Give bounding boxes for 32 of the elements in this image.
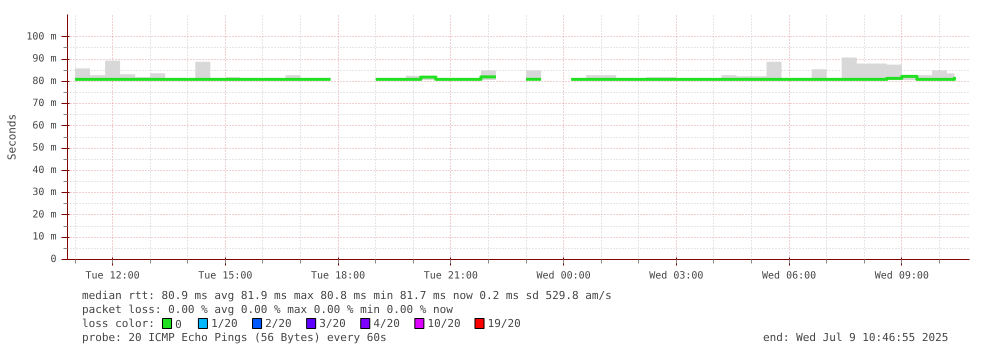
y-tick-label: 40 m: [32, 164, 57, 176]
text: end: Wed Jul 9 10:46:55 2025: [762, 331, 948, 344]
legend-label: 1/20: [211, 317, 238, 330]
legend-label: 2/20: [265, 317, 292, 330]
y-tick-label: 80 m: [32, 76, 57, 87]
y-tick-label: 100 m: [26, 31, 57, 42]
y-tick-label: 60 m: [32, 120, 57, 132]
x-tick-label: Tue 18:00: [311, 270, 366, 282]
y-tick-label: 20 m: [32, 209, 57, 220]
text: probe: 20 ICMP Echo Pings (56 Bytes) every 60s: [82, 331, 387, 344]
legend-label: 4/20: [373, 317, 400, 330]
text: packet loss: 0.00 % avg 0.00 % max 0.00 % min 0.00 % now: [82, 303, 454, 316]
y-tick-label: 30 m: [32, 187, 57, 198]
x-tick-label: Wed 00:00: [536, 270, 591, 282]
y-axis-title: Seconds: [5, 114, 18, 160]
legend-label: 19/20: [488, 317, 521, 330]
x-tick-label: Tue 21:00: [424, 270, 478, 282]
legend-title: loss color:: [82, 317, 155, 330]
y-tick-label: 10 m: [32, 232, 57, 243]
x-tick-label: Wed 06:00: [762, 270, 816, 282]
x-tick-label: Tue 15:00: [198, 270, 252, 282]
y-tick-label: 0: [50, 254, 57, 265]
y-tick-label: 70 m: [32, 98, 57, 110]
y-tick-label: 50 m: [32, 142, 57, 154]
text: median rtt: 80.9 ms avg 81.9 ms max 80.8 ms min 81.7 ms now 0.2 ms sd 529.8 am/s: [82, 289, 612, 302]
x-tick-label: Tue 12:00: [86, 270, 140, 282]
legend-label: 3/20: [319, 317, 346, 330]
x-tick-label: Wed 03:00: [649, 270, 704, 282]
y-tick-label: 90 m: [32, 54, 57, 65]
x-tick-label: Wed 09:00: [874, 270, 929, 282]
legend-label: 10/20: [427, 317, 461, 330]
legend-label: 0: [175, 318, 182, 331]
